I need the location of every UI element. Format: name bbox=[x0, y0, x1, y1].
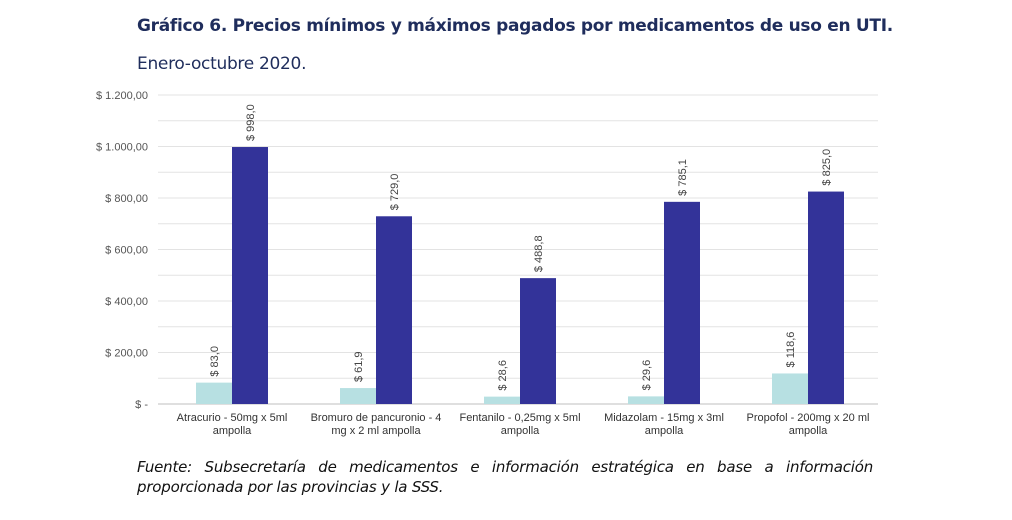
y-tick-label: $ - bbox=[135, 399, 148, 411]
y-tick-label: $ 800,00 bbox=[105, 193, 148, 205]
data-label: $ 488,8 bbox=[533, 235, 545, 272]
source-note: Fuente: Subsecretaría de medicamentos e … bbox=[137, 458, 873, 496]
x-tick-label: Bromuro de pancuronio - 4 bbox=[311, 412, 442, 424]
x-tick-label: Midazolam - 15mg x 3ml bbox=[604, 412, 724, 424]
x-tick-label: ampolla bbox=[645, 425, 684, 437]
bar-min bbox=[340, 388, 376, 404]
bar-min bbox=[628, 396, 664, 404]
bar-max bbox=[376, 216, 412, 404]
data-label: $ 29,6 bbox=[641, 360, 653, 391]
data-label: $ 998,0 bbox=[245, 104, 257, 141]
x-tick-label: Atracurio - 50mg x 5ml bbox=[177, 412, 288, 424]
bar-max bbox=[664, 201, 700, 404]
x-tick-label: Fentanilo - 0,25mg x 5ml bbox=[459, 412, 580, 424]
y-tick-label: $ 400,00 bbox=[105, 296, 148, 308]
chart-subtitle: Enero-octubre 2020. bbox=[137, 54, 307, 74]
y-tick-label: $ 200,00 bbox=[105, 348, 148, 360]
x-tick-label: ampolla bbox=[789, 425, 828, 437]
y-tick-label: $ 600,00 bbox=[105, 245, 148, 257]
bar-min bbox=[196, 382, 232, 404]
x-tick-label: mg x 2 ml ampolla bbox=[331, 425, 421, 437]
data-label: $ 729,0 bbox=[389, 174, 401, 211]
x-tick-label: ampolla bbox=[213, 425, 252, 437]
bar-min bbox=[484, 396, 520, 404]
data-label: $ 28,6 bbox=[497, 360, 509, 391]
y-tick-label: $ 1.000,00 bbox=[96, 142, 148, 154]
x-tick-label: ampolla bbox=[501, 425, 540, 437]
bar-max bbox=[808, 191, 844, 404]
bar-max bbox=[232, 147, 268, 404]
data-label: $ 61,9 bbox=[353, 351, 365, 382]
y-tick-label: $ 1.200,00 bbox=[96, 90, 148, 102]
data-label: $ 785,1 bbox=[677, 159, 689, 196]
chart-title: Gráfico 6. Precios mínimos y máximos pag… bbox=[137, 16, 893, 36]
x-tick-label: Propofol - 200mg x 20 ml bbox=[747, 412, 870, 424]
bar-min bbox=[772, 373, 808, 404]
data-label: $ 118,6 bbox=[785, 332, 797, 368]
data-label: $ 83,0 bbox=[209, 346, 221, 377]
bar-max bbox=[520, 278, 556, 404]
data-label: $ 825,0 bbox=[821, 149, 833, 186]
